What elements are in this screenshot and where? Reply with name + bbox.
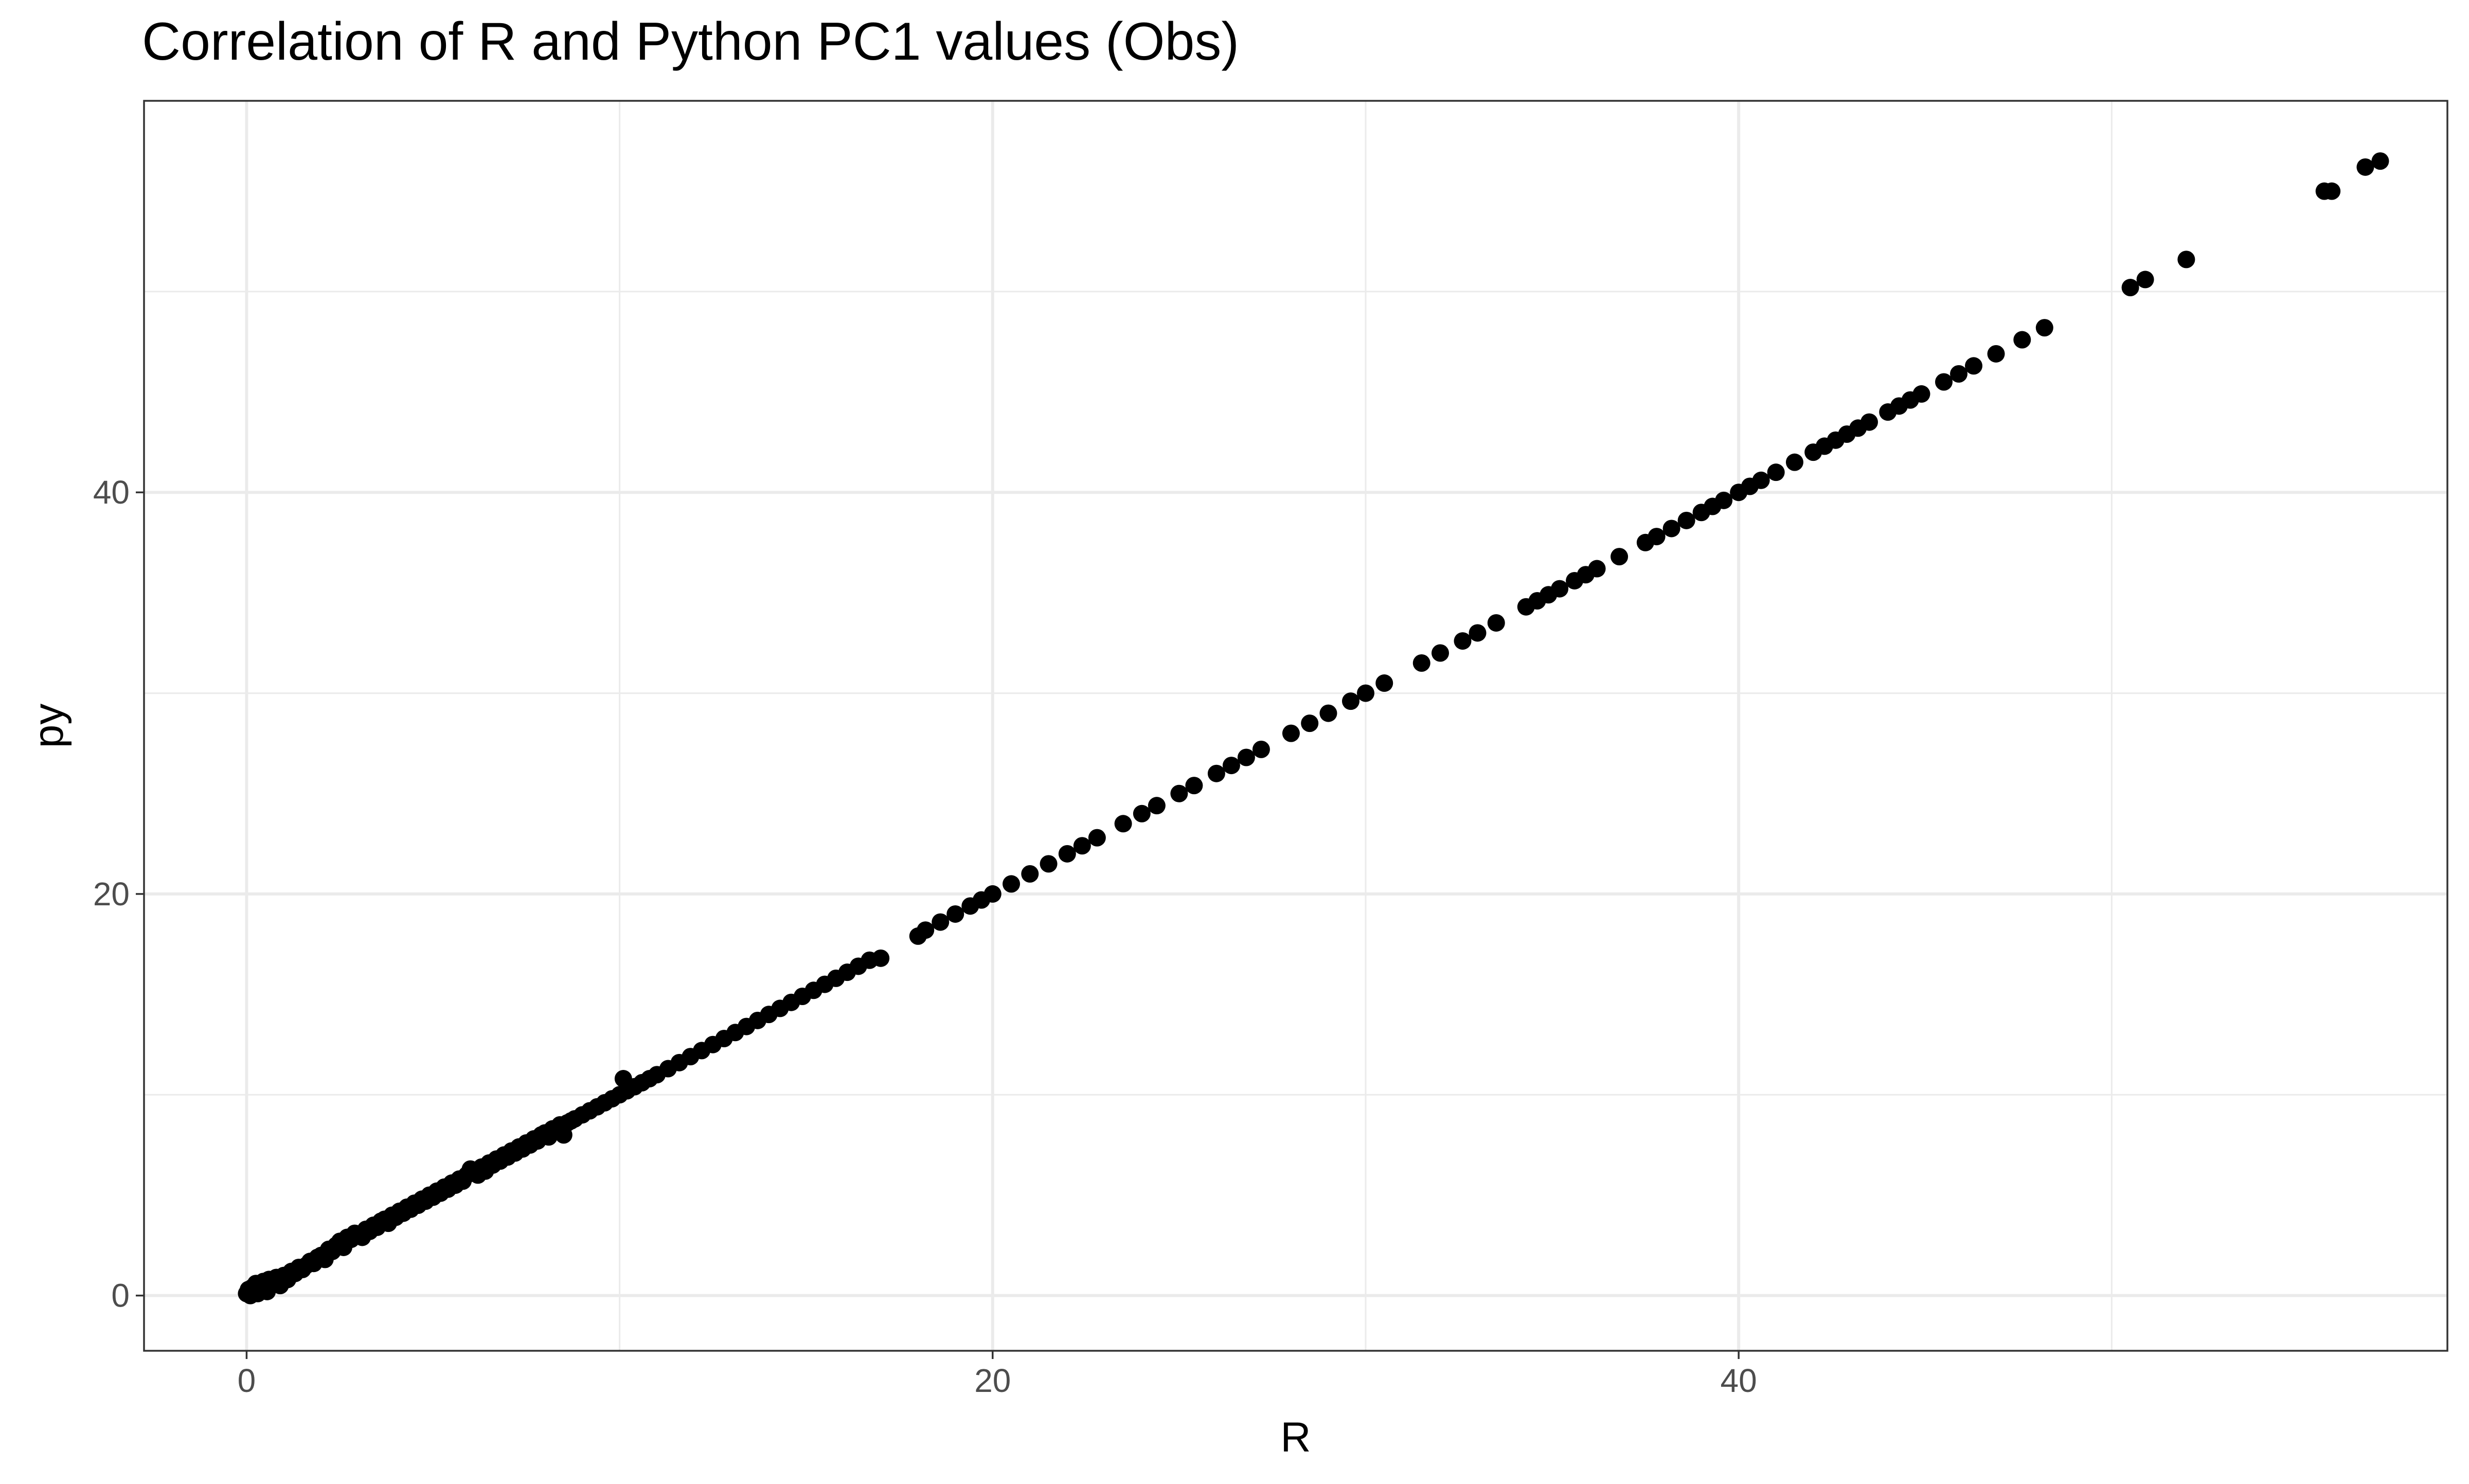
- data-point: [1282, 724, 1300, 742]
- y-tick-label: 40: [93, 474, 130, 511]
- data-point: [1412, 654, 1430, 672]
- data-point: [1114, 815, 1132, 833]
- data-point: [1677, 511, 1695, 529]
- data-point: [1785, 453, 1803, 471]
- data-point: [1860, 413, 1878, 431]
- x-axis-label: R: [1280, 1414, 1311, 1461]
- data-point: [1487, 614, 1505, 632]
- data-point: [1987, 345, 2005, 363]
- data-point: [1752, 471, 1770, 489]
- data-point: [946, 905, 964, 923]
- plot-panel-border: [143, 100, 2448, 1352]
- data-point: [1341, 692, 1359, 710]
- data-point: [1767, 463, 1785, 481]
- data-point: [1185, 777, 1203, 795]
- data-points: [238, 152, 2389, 1304]
- data-point: [2035, 319, 2053, 337]
- data-point: [2136, 271, 2154, 289]
- data-point: [1375, 674, 1393, 692]
- data-point: [1073, 837, 1091, 855]
- y-axis-label: py: [25, 704, 72, 748]
- data-point: [1319, 704, 1337, 722]
- data-point: [1170, 784, 1188, 802]
- data-point: [1662, 520, 1680, 538]
- data-point: [2371, 152, 2389, 170]
- data-point: [1551, 580, 1569, 598]
- data-point: [1469, 624, 1487, 642]
- data-point: [1715, 491, 1733, 509]
- data-point: [872, 949, 890, 967]
- data-point: [1222, 757, 1240, 775]
- data-point: [2121, 279, 2139, 297]
- data-point: [932, 913, 950, 931]
- data-point: [2013, 331, 2031, 349]
- data-point: [917, 921, 935, 939]
- data-point: [1454, 632, 1472, 650]
- data-point: [1252, 740, 1270, 758]
- data-point: [1058, 845, 1076, 863]
- data-point: [1611, 548, 1629, 566]
- x-tick-label: 40: [1721, 1362, 1757, 1399]
- data-point: [983, 885, 1001, 903]
- data-point: [1432, 644, 1450, 662]
- data-point: [1088, 829, 1106, 847]
- data-point: [1588, 560, 1606, 578]
- data-point: [2323, 182, 2341, 200]
- data-point: [1021, 865, 1039, 883]
- data-point: [1950, 365, 1968, 383]
- x-axis-ticks: 0 20 40: [238, 1351, 1757, 1399]
- x-tick-label: 0: [238, 1362, 256, 1399]
- y-axis-ticks: 0 20 40: [93, 474, 144, 1314]
- minor-gridlines: [144, 101, 2447, 1351]
- data-point: [1040, 855, 1058, 873]
- data-point: [1301, 714, 1319, 732]
- data-point: [1148, 797, 1166, 815]
- data-point: [1003, 875, 1021, 893]
- data-point: [1648, 528, 1666, 546]
- chart-title: Correlation of R and Python PC1 values (…: [142, 12, 1240, 71]
- data-point: [2356, 158, 2374, 176]
- y-tick-label: 0: [111, 1277, 130, 1314]
- data-point: [1965, 357, 1983, 375]
- data-point: [2177, 251, 2195, 269]
- data-point: [1133, 804, 1151, 823]
- data-point: [1356, 684, 1374, 702]
- x-tick-label: 20: [974, 1362, 1011, 1399]
- data-point: [1237, 748, 1255, 766]
- data-point: [1207, 764, 1225, 782]
- data-point: [1935, 373, 1953, 391]
- data-point: [1912, 385, 1930, 403]
- major-gridlines: [144, 101, 2447, 1351]
- y-tick-label: 20: [93, 875, 130, 913]
